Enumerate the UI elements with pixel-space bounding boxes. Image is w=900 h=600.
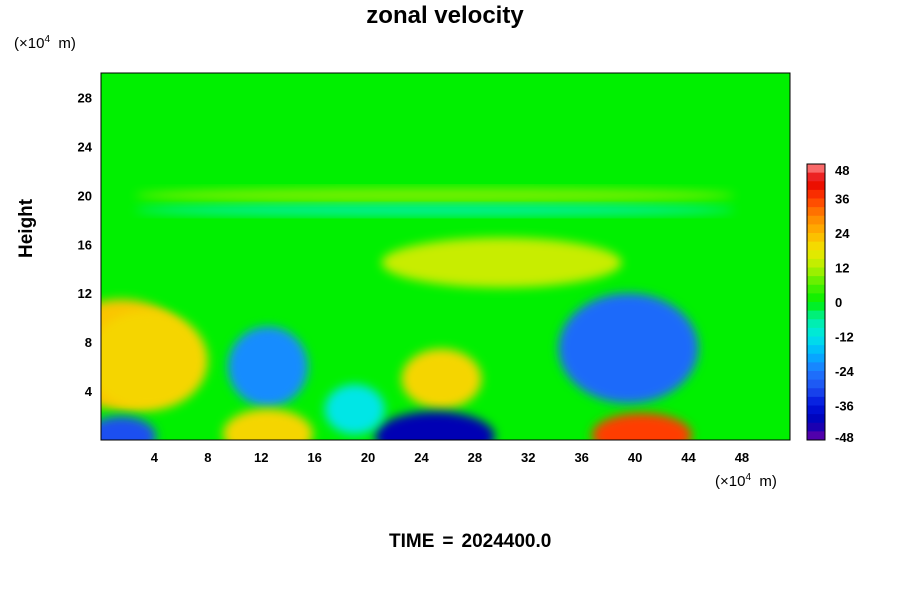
- colorbar-segment: [807, 250, 825, 260]
- field-feature: [227, 326, 308, 407]
- colorbar-segment: [807, 431, 825, 441]
- velocity-field: [101, 187, 735, 440]
- colorbar-segment: [807, 422, 825, 432]
- colorbar-tick-label: 0: [835, 295, 842, 310]
- y-tick-label: 12: [78, 286, 92, 301]
- y-axis: 4 8 12 16 20 24 28: [78, 90, 93, 399]
- colorbar-tick-label: 12: [835, 261, 849, 276]
- colorbar-segment: [807, 258, 825, 268]
- colorbar-segment: [807, 405, 825, 415]
- colorbar-tick-label: 48: [835, 163, 849, 178]
- colorbar-segment: [807, 371, 825, 381]
- colorbar-segment: [807, 207, 825, 217]
- colorbar-segment: [807, 189, 825, 199]
- y-tick-label: 20: [78, 188, 92, 203]
- colorbar-tick-label: -48: [835, 430, 854, 445]
- field-feature: [374, 411, 495, 440]
- colorbar: 48 36 24 12 0 -12 -24 -36 -48: [806, 163, 855, 445]
- field-feature: [222, 408, 313, 440]
- colorbar-segment: [807, 396, 825, 406]
- colorbar-segment: [807, 233, 825, 243]
- colorbar-tick-label: -12: [835, 330, 854, 345]
- colorbar-frame: [806, 163, 826, 441]
- plot-frame: [100, 72, 791, 441]
- y-tick-label: 8: [85, 335, 92, 350]
- colorbar-segment: [807, 284, 825, 294]
- field-feature: [381, 237, 622, 288]
- field-feature: [401, 348, 482, 409]
- y-tick-label: 4: [85, 384, 93, 399]
- colorbar-segment: [807, 327, 825, 337]
- field-feature: [591, 413, 692, 440]
- y-axis-unit: (×104 m): [14, 34, 76, 52]
- x-tick-label: 4: [151, 450, 159, 465]
- colorbar-tick-label: 24: [835, 226, 850, 241]
- colorbar-tick-label: -36: [835, 399, 854, 414]
- field-feature: [101, 310, 208, 411]
- x-tick-label: 28: [468, 450, 482, 465]
- x-tick-label: 32: [521, 450, 535, 465]
- x-tick-label: 48: [735, 450, 749, 465]
- x-tick-label: 36: [574, 450, 588, 465]
- field-feature: [134, 204, 735, 217]
- y-tick-label: 16: [78, 237, 92, 252]
- y-tick-label: 28: [78, 90, 92, 105]
- colorbar-segment: [807, 181, 825, 191]
- colorbar-segment: [807, 345, 825, 355]
- field-feature: [324, 384, 385, 435]
- colorbar-segment: [807, 267, 825, 277]
- colorbar-segment: [807, 164, 825, 174]
- x-tick-label: 12: [254, 450, 268, 465]
- colorbar-segment: [807, 353, 825, 363]
- colorbar-segment: [807, 336, 825, 346]
- colorbar-segment: [807, 302, 825, 312]
- colorbar-segment: [807, 293, 825, 303]
- colorbar-tick-label: 36: [835, 192, 849, 207]
- colorbar-segment: [807, 414, 825, 424]
- x-tick-label: 20: [361, 450, 375, 465]
- y-tick-label: 24: [78, 139, 93, 154]
- field-feature: [558, 293, 699, 404]
- x-tick-label: 8: [204, 450, 211, 465]
- x-tick-label: 44: [681, 450, 696, 465]
- field-feature: [134, 187, 735, 204]
- colorbar-segment: [807, 379, 825, 389]
- x-axis: 4 8 12 16 20 24 28 32 36 40 44 48: [151, 450, 749, 465]
- colorbar-segment: [807, 388, 825, 398]
- colorbar-segment: [807, 224, 825, 234]
- colorbar-segment: [807, 215, 825, 225]
- chart-title: zonal velocity: [366, 2, 524, 29]
- time-readout: TIME = 2024400.0: [389, 531, 552, 552]
- colorbar-segment: [807, 198, 825, 208]
- colorbar-segment: [807, 362, 825, 372]
- colorbar-segment: [807, 172, 825, 182]
- colorbar-segment: [807, 310, 825, 320]
- x-tick-label: 24: [414, 450, 429, 465]
- x-tick-label: 40: [628, 450, 642, 465]
- x-axis-unit: (×104 m): [715, 472, 777, 490]
- colorbar-segment: [807, 319, 825, 329]
- colorbar-segment: [807, 241, 825, 251]
- colorbar-segment: [807, 276, 825, 286]
- colorbar-tick-label: -24: [835, 364, 855, 379]
- x-tick-label: 16: [307, 450, 321, 465]
- field-feature: [101, 416, 157, 440]
